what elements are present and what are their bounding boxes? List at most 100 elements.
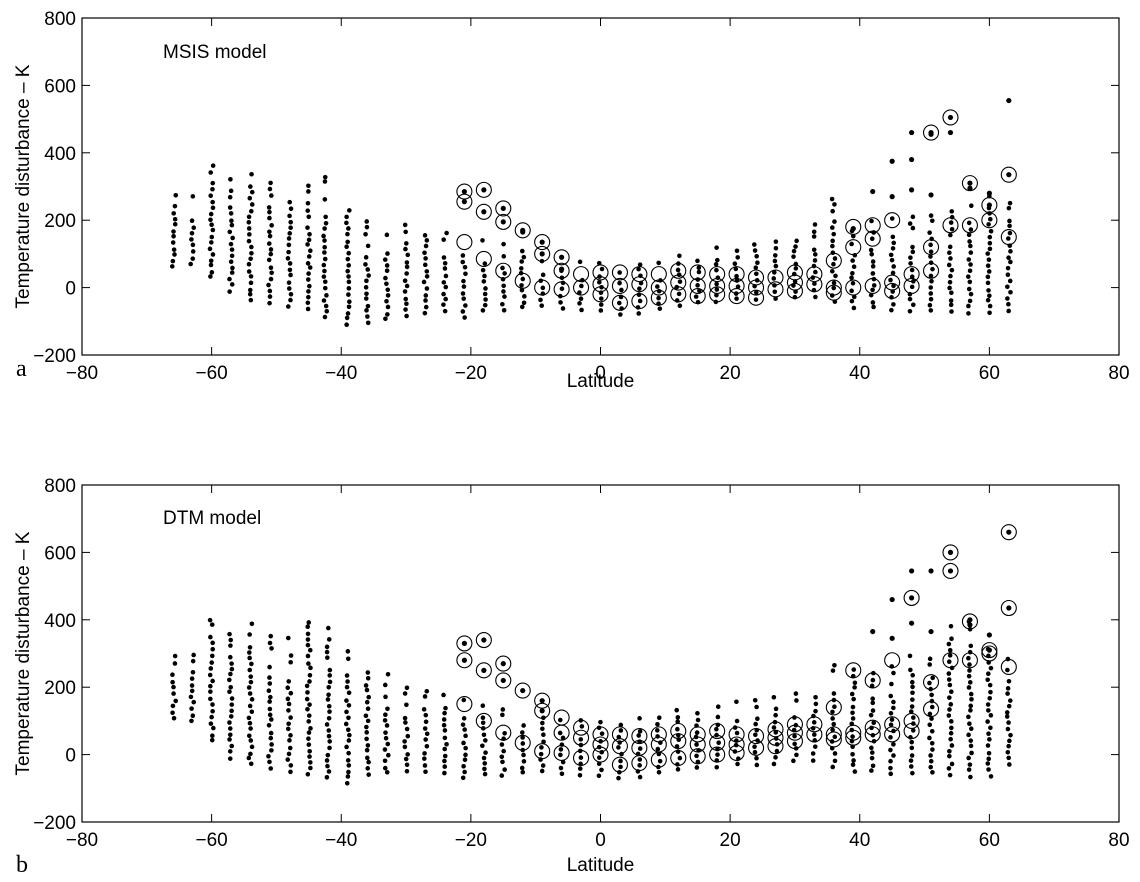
panel-a-dot xyxy=(306,214,312,220)
panel-b-dot xyxy=(928,764,933,770)
panel-a-dot xyxy=(364,219,370,224)
panel-b-dot xyxy=(308,665,313,671)
panel-b-dot xyxy=(929,740,935,746)
panel-a-dot xyxy=(947,114,954,121)
panel-a-open-circle xyxy=(670,286,687,303)
panel-a-dot xyxy=(793,266,799,271)
panel-a-dot xyxy=(948,273,953,279)
panel-b-dot xyxy=(869,750,875,755)
panel-a-dot xyxy=(677,303,683,309)
panel-a-open-circle xyxy=(845,239,862,256)
panel-a-dot xyxy=(266,257,272,263)
panel-b-open-circle xyxy=(495,672,512,689)
panel-b-dot xyxy=(364,730,369,735)
panel-a-dot xyxy=(248,297,254,303)
panel-a-dot xyxy=(461,284,467,289)
panel-a-dot xyxy=(500,219,506,225)
panel-b-dot xyxy=(850,716,856,721)
panel-a-dot xyxy=(1008,289,1013,295)
panel-a-dot xyxy=(830,238,835,244)
panel-b-dot xyxy=(345,649,351,654)
panel-a-dot xyxy=(227,229,233,235)
panel-b-dot xyxy=(792,741,797,747)
panel-b-dot xyxy=(423,712,429,718)
panel-a-dot xyxy=(364,308,369,313)
panel-a-dot xyxy=(383,316,388,322)
panel-b-open-circle xyxy=(631,754,648,772)
panel-b-dot xyxy=(849,691,855,697)
panel-b-dot xyxy=(463,733,468,739)
panel-b-dot xyxy=(946,766,952,771)
panel-b-dot xyxy=(618,764,623,770)
panel-b-dot xyxy=(267,759,272,765)
panel-a-dot xyxy=(385,293,391,298)
panel-b-open-circle xyxy=(534,743,551,760)
panel-b-dot xyxy=(442,746,448,752)
panel-b-dot xyxy=(909,620,915,626)
panel-b-dot xyxy=(344,780,350,786)
panel-b-open-circle xyxy=(670,749,687,767)
panel-a-dot xyxy=(210,186,215,192)
panel-a-dot xyxy=(322,268,327,274)
panel-b-dot xyxy=(424,744,430,749)
panel-a-open-circle xyxy=(942,109,959,126)
panel-a-dot xyxy=(306,294,311,300)
panel-b-dot xyxy=(519,765,525,771)
panel-a-dot xyxy=(869,251,875,257)
panel-b-dot xyxy=(481,667,487,673)
panel-b-dot xyxy=(228,671,233,677)
panel-b-dot xyxy=(1006,678,1012,684)
panel-b-open-circle xyxy=(475,712,492,729)
panel-b-open-circle xyxy=(942,544,959,561)
panel-a-dot xyxy=(322,238,327,243)
panel-a-dot xyxy=(949,267,955,273)
panel-a-open-circle xyxy=(456,183,473,200)
panel-b-dot xyxy=(889,596,895,603)
panel-b-dot xyxy=(326,769,332,774)
panel-a-open-circle xyxy=(475,250,492,268)
panel-b-dot xyxy=(365,766,371,771)
panel-a-open-circle xyxy=(922,239,940,256)
panel-a-dot xyxy=(246,261,252,267)
panel-a-dot xyxy=(483,297,488,302)
panel-a-dot xyxy=(423,298,428,303)
panel-a-dot xyxy=(365,243,371,249)
panel-a-dot xyxy=(404,241,409,246)
panel-a-dot xyxy=(321,274,327,279)
panel-b-dot xyxy=(947,772,953,778)
panel-b-dot xyxy=(404,768,410,774)
panel-b-dot xyxy=(267,706,273,712)
panel-a-dot xyxy=(248,184,253,189)
panel-b-dot xyxy=(870,763,876,769)
panel-a-dot xyxy=(890,270,896,276)
panel-b-dot xyxy=(968,738,974,743)
panel-b-y-tick-label: 200 xyxy=(44,678,76,699)
panel-a-dot xyxy=(597,279,602,285)
panel-b-open-circle xyxy=(845,729,862,746)
panel-a-dot xyxy=(849,275,854,281)
panel-a-y-tick-label: 400 xyxy=(44,144,76,165)
panel-a-dot xyxy=(346,274,351,279)
panel-b-open-circle xyxy=(767,738,784,755)
panel-b-open-circle xyxy=(456,635,473,652)
panel-a-dot xyxy=(287,213,292,219)
panel-b-dot xyxy=(343,721,349,727)
panel-a-dot xyxy=(811,263,817,269)
panel-b-dot xyxy=(675,767,681,772)
panel-a-dot xyxy=(1007,200,1013,206)
panel-b-dot xyxy=(500,759,505,765)
panel-b-dot xyxy=(288,733,293,738)
panel-b-dot xyxy=(267,675,272,680)
panel-b-dot xyxy=(928,758,934,764)
panel-a-dot xyxy=(461,296,467,301)
panel-b-dot xyxy=(306,730,312,735)
panel-b-open-circle xyxy=(864,726,881,743)
panel-a-dot xyxy=(323,220,329,226)
panel-a-dot xyxy=(540,285,546,291)
panel-b-dot xyxy=(928,753,933,758)
panel-a-dot xyxy=(735,284,741,289)
panel-b-dot xyxy=(364,687,370,693)
panel-b-dot xyxy=(947,707,952,712)
panel-b-open-circle xyxy=(806,716,823,733)
panel-a-dot xyxy=(1006,97,1012,104)
